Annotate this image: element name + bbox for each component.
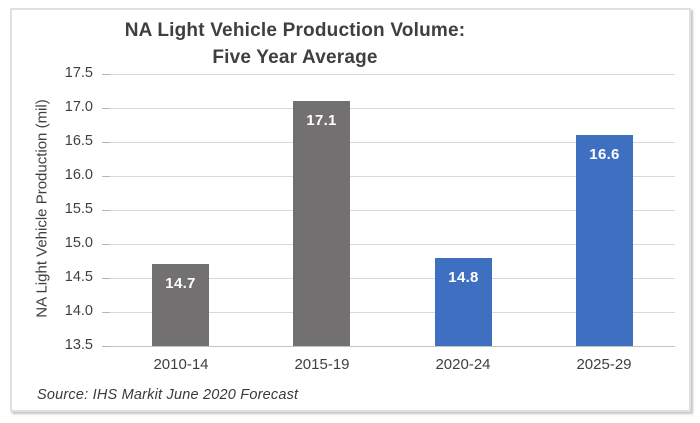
y-axis-tick [102, 74, 110, 75]
gridline [110, 244, 675, 245]
gridline [110, 142, 675, 143]
gridline [110, 108, 675, 109]
x-category-label: 2025-29 [576, 356, 632, 373]
x-category-label: 2020-24 [435, 356, 491, 373]
bar-value-label: 16.6 [589, 146, 620, 163]
x-axis: 2010-14 2015-19 2020-24 2025-29 [110, 356, 675, 376]
y-tick-label: 16.5 [64, 133, 93, 149]
y-axis-tick [102, 346, 110, 347]
y-tick-label: 17.5 [64, 65, 93, 81]
y-tick-label: 15.0 [64, 235, 93, 251]
y-axis-tick [102, 108, 110, 109]
plot-area: 17.5 17.0 16.5 16.0 15.5 15.0 14.5 14.0 13.5 14.7… [65, 65, 675, 353]
bar-2015-19: 17.1 [293, 101, 350, 346]
chart-title-line2: Five Year Average [212, 47, 378, 68]
gridline [110, 74, 675, 75]
bar-2020-24: 14.8 [435, 258, 492, 346]
bar-value-label: 14.8 [448, 269, 479, 286]
bar-value-label: 14.7 [165, 275, 196, 292]
y-axis-tick [102, 142, 110, 143]
y-axis-tick [102, 210, 110, 211]
gridline [110, 312, 675, 313]
y-axis-tick [102, 312, 110, 313]
chart-title: NA Light Vehicle Production Volume: Five… [60, 17, 530, 71]
gridline [110, 346, 675, 347]
bar-2025-29: 16.6 [576, 135, 633, 346]
y-tick-label: 16.0 [64, 167, 93, 183]
y-axis-tick [102, 244, 110, 245]
y-tick-label: 13.5 [64, 337, 93, 353]
y-tick-label: 15.5 [64, 201, 93, 217]
y-axis-tick [102, 176, 110, 177]
source-note: Source: IHS Markit June 2020 Forecast [37, 387, 299, 403]
chart-title-line1: NA Light Vehicle Production Volume: [124, 20, 466, 41]
y-tick-label: 14.0 [64, 303, 93, 319]
x-category-label: 2010-14 [153, 356, 209, 373]
y-axis-tick [102, 278, 110, 279]
gridline [110, 210, 675, 211]
y-tick-label: 14.5 [64, 269, 93, 285]
bar-2010-14: 14.7 [152, 264, 209, 346]
gridline [110, 176, 675, 177]
x-category-label: 2015-19 [294, 356, 350, 373]
gridline [110, 278, 675, 279]
bar-value-label: 17.1 [306, 112, 337, 129]
y-tick-label: 17.0 [64, 99, 93, 115]
